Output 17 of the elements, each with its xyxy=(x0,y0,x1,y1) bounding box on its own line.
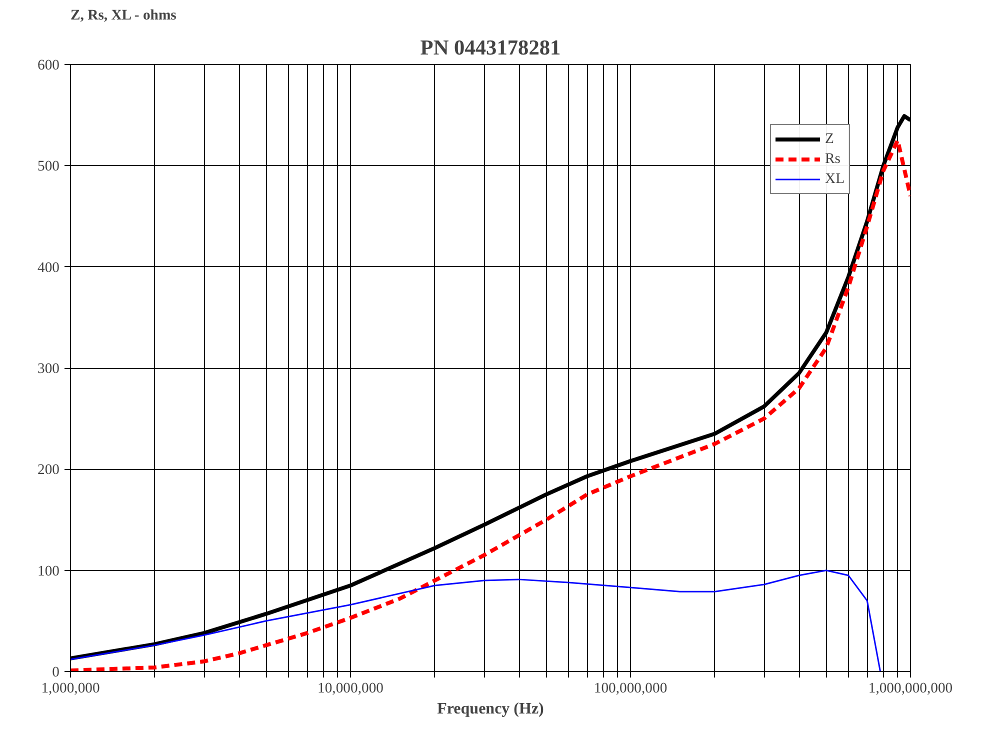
x-tick-label: 10,000,000 xyxy=(318,680,384,696)
y-tick-label: 400 xyxy=(38,260,60,276)
y-tick-label: 600 xyxy=(38,58,60,74)
x-tick-label: 1,000,000,000 xyxy=(868,680,953,696)
legend-label: Rs xyxy=(825,150,842,168)
y-tick-label: 300 xyxy=(38,361,60,377)
legend-label: XL xyxy=(825,170,845,188)
y-axis-title: Z, Rs, XL - ohms xyxy=(70,8,177,24)
y-tick-label: 100 xyxy=(38,563,60,580)
chart-title: PN 0443178281 xyxy=(420,36,561,60)
y-tick-label: 200 xyxy=(38,462,60,478)
x-tick-label: 100,000,000 xyxy=(594,680,668,696)
legend-label: Z xyxy=(825,130,835,148)
y-tick-label: 500 xyxy=(38,158,60,175)
y-tick-label: 0 xyxy=(52,664,60,680)
x-tick-label: 1,000,000 xyxy=(41,680,100,696)
x-axis-title: Frequency (Hz) xyxy=(437,700,544,718)
